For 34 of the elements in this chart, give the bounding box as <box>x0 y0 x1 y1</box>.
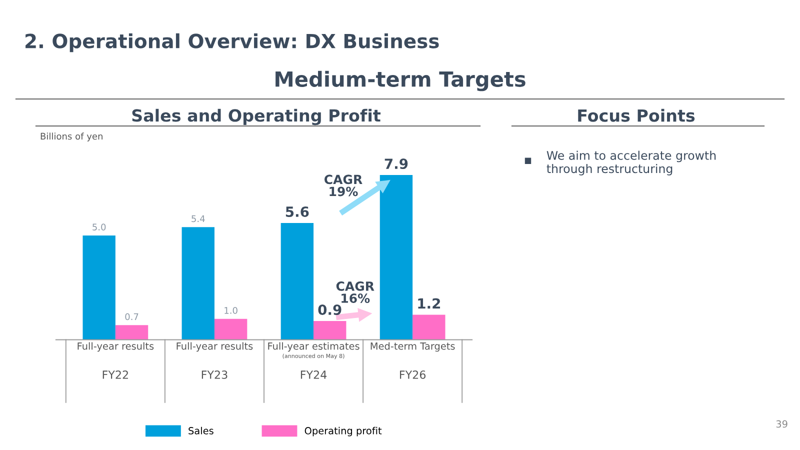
bar <box>314 320 346 340</box>
chart-title: 2. Operational Overview: DX Business <box>26 33 439 52</box>
legend-label: Sales <box>188 426 214 434</box>
data-label: 5.0 <box>92 224 106 230</box>
y-axis-title: Billions of yen <box>40 132 102 142</box>
text: Sales and Operating Profit <box>132 108 381 126</box>
data-label: 0.9 <box>318 304 342 315</box>
x-tick-label: FY23 <box>202 370 228 379</box>
text: Full-year results <box>176 342 253 352</box>
annotation: CAGR 19% <box>324 174 362 196</box>
x-tick-label: FY26 <box>400 370 426 379</box>
x-tick-label: FY22 <box>102 370 128 379</box>
bar <box>280 222 314 340</box>
data-label: 1.2 <box>418 298 440 309</box>
chart-subtitle: Medium-term Targets <box>276 70 526 92</box>
bar <box>82 235 116 340</box>
text: Full-year results <box>78 342 154 352</box>
text: Med-term Targets <box>370 342 455 352</box>
bar <box>182 227 214 340</box>
legend-label: Operating profit <box>304 426 382 436</box>
annotation: CAGR 16% <box>336 281 374 303</box>
bar <box>214 318 248 340</box>
data-label: 5.4 <box>192 215 205 222</box>
text: We aim to accelerate growth through restructuring <box>546 150 716 176</box>
data-label: 5.6 <box>286 206 309 217</box>
bar <box>380 175 413 340</box>
bar <box>115 325 148 340</box>
x-tick-label: FY24 <box>300 370 327 379</box>
bar <box>412 314 446 340</box>
data-label: 1.0 <box>224 307 238 314</box>
text: 39 <box>776 420 788 428</box>
data-label: 7.9 <box>384 158 408 170</box>
data-label: 0.7 <box>125 313 138 320</box>
text: Focus Points <box>578 108 695 122</box>
